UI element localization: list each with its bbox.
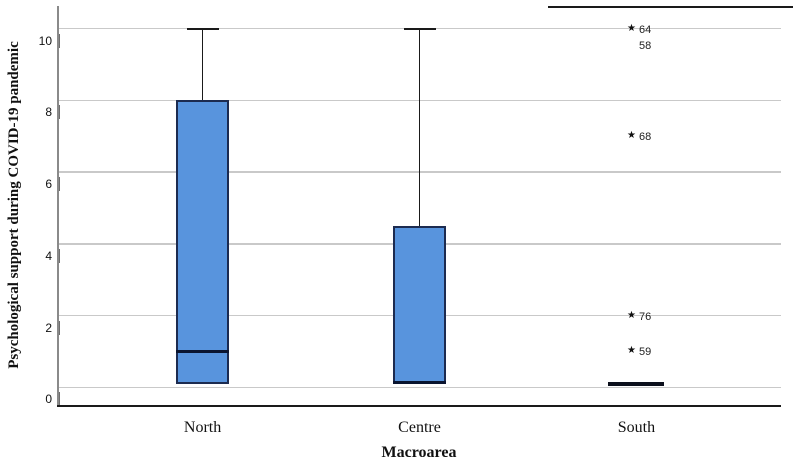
- whisker-cap-north: [186, 27, 219, 30]
- outlier-star-icon: ★: [627, 130, 636, 142]
- whisker-north: [201, 28, 204, 101]
- box-north: [176, 100, 230, 384]
- outlier-label-case-64: 64: [639, 23, 652, 36]
- x-axis-line: [57, 405, 781, 407]
- y-tick-label-2: 2: [45, 320, 52, 335]
- y-axis-line: [57, 6, 59, 407]
- top-border-segment: [548, 6, 793, 8]
- median-north: [176, 349, 230, 353]
- whisker-centre: [418, 28, 421, 226]
- outlier-label-case-68: 68: [639, 131, 652, 144]
- outlier-label-case-58: 58: [639, 39, 652, 52]
- y-tick-label-6: 6: [45, 177, 52, 192]
- gridline-y-0: [58, 386, 781, 389]
- x-axis-label-north: North: [183, 419, 222, 436]
- outlier-label-case-76: 76: [639, 310, 652, 323]
- whisker-cap-centre: [403, 27, 436, 30]
- median-centre: [393, 380, 446, 384]
- x-axis-label-centre: Centre: [398, 419, 441, 436]
- x-axis-label-south: South: [617, 419, 656, 436]
- outlier-star-icon: ★: [627, 22, 636, 34]
- outlier-star-icon: ★: [627, 309, 636, 321]
- y-tick-label-0: 0: [45, 392, 52, 407]
- box-centre: [393, 225, 446, 384]
- y-tick-label-8: 8: [45, 105, 52, 120]
- outlier-label-case-59: 59: [639, 346, 652, 359]
- x-axis-title: Macroarea: [381, 444, 457, 461]
- y-tick-label-10: 10: [38, 33, 52, 48]
- collapsed-box-south: [608, 382, 665, 386]
- y-axis-title: Psychological support during COVID-19 pa…: [6, 41, 22, 369]
- outlier-star-icon: ★: [627, 345, 636, 357]
- y-tick-label-4: 4: [45, 248, 52, 263]
